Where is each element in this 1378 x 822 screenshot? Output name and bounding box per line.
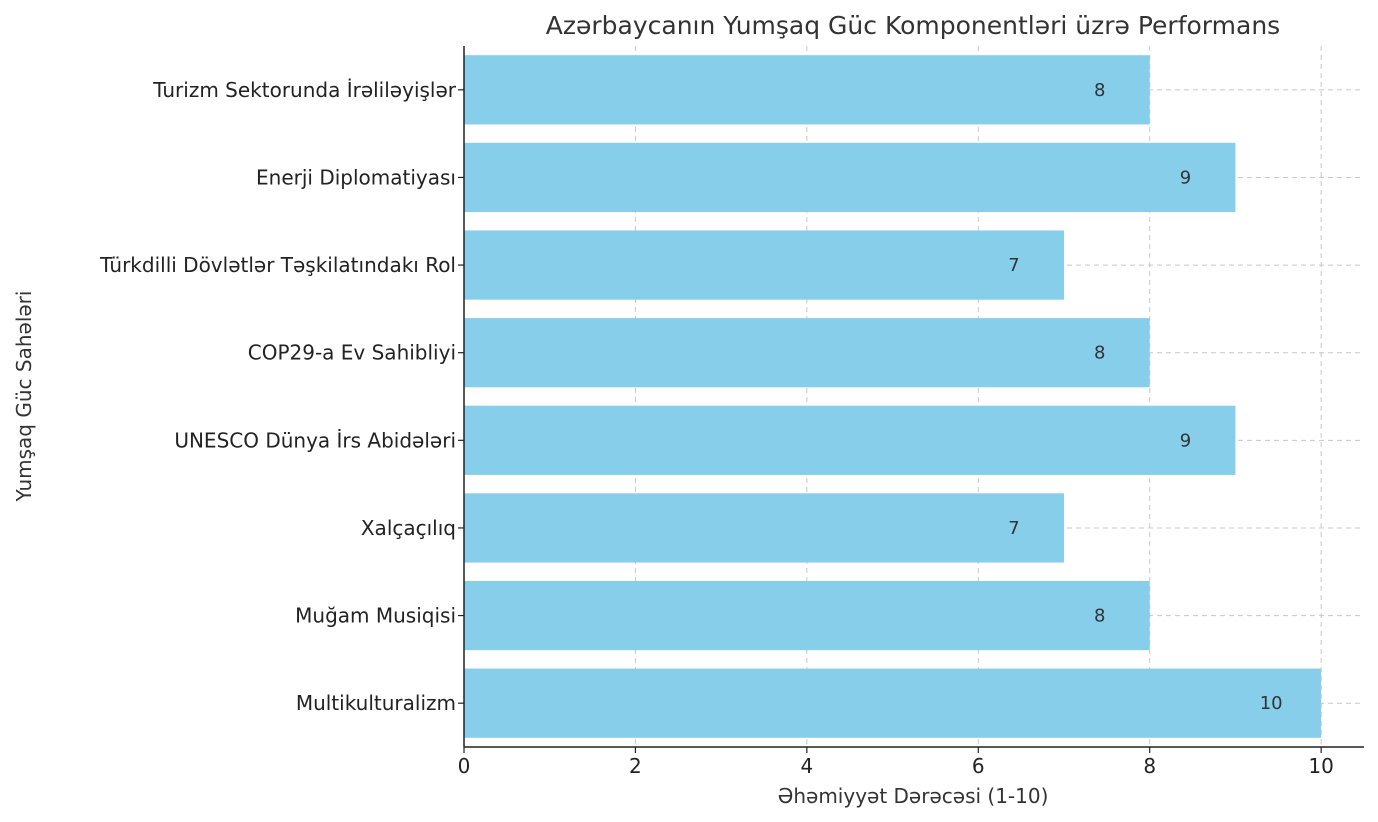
category-label: COP29-a Ev Sahibliyi [248,341,456,365]
bar [464,405,1236,475]
data-labels: 10 8 7 9 8 7 9 8 [1008,80,1282,714]
data-label: 8 [1094,606,1105,627]
category-label: Multikulturalizm [296,691,456,715]
category-label: Muğam Musiqisi [295,604,456,628]
bars [464,55,1322,738]
x-tick-label: 4 [800,754,813,778]
bar [464,55,1150,125]
category-label: UNESCO Dünya İrs Abidələri [174,428,456,452]
bar [464,142,1236,213]
bar [464,230,1064,300]
x-tick-label: 2 [629,754,642,778]
data-label: 8 [1094,343,1105,364]
data-label: 7 [1008,518,1019,539]
category-label: Türkdilli Dövlətlər Təşkilatındakı Rol [99,253,456,277]
data-label: 7 [1008,255,1019,276]
bar [464,493,1064,563]
category-label: Turizm Sektorunda İrəliləyişlər [152,78,457,102]
category-label: Enerji Diplomatiyası [256,165,456,189]
data-label: 9 [1180,430,1191,451]
chart-title: Azərbaycanın Yumşaq Güc Komponentləri üz… [546,11,1280,40]
y-axis-label: Yumşaq Güc Sahələri [12,291,36,503]
bar [464,318,1150,388]
x-tick-label: 6 [972,754,985,778]
x-tick-label: 10 [1308,754,1333,778]
x-tick-label: 8 [1143,754,1156,778]
x-ticks: 0 2 4 6 8 10 [458,89,1334,778]
category-labels: Multikulturalizm Muğam Musiqisi Xalçaçılıq… [99,78,457,715]
axes [463,46,1364,748]
bar [464,668,1322,738]
bar [464,580,1150,651]
data-label: 9 [1180,167,1191,188]
data-label: 10 [1260,693,1283,714]
x-tick-label: 0 [458,754,471,778]
x-axis-label: Əhəmiyyət Dərəcəsi (1-10) [778,784,1049,808]
category-label: Xalçaçılıq [361,516,456,540]
data-label: 8 [1094,80,1105,101]
